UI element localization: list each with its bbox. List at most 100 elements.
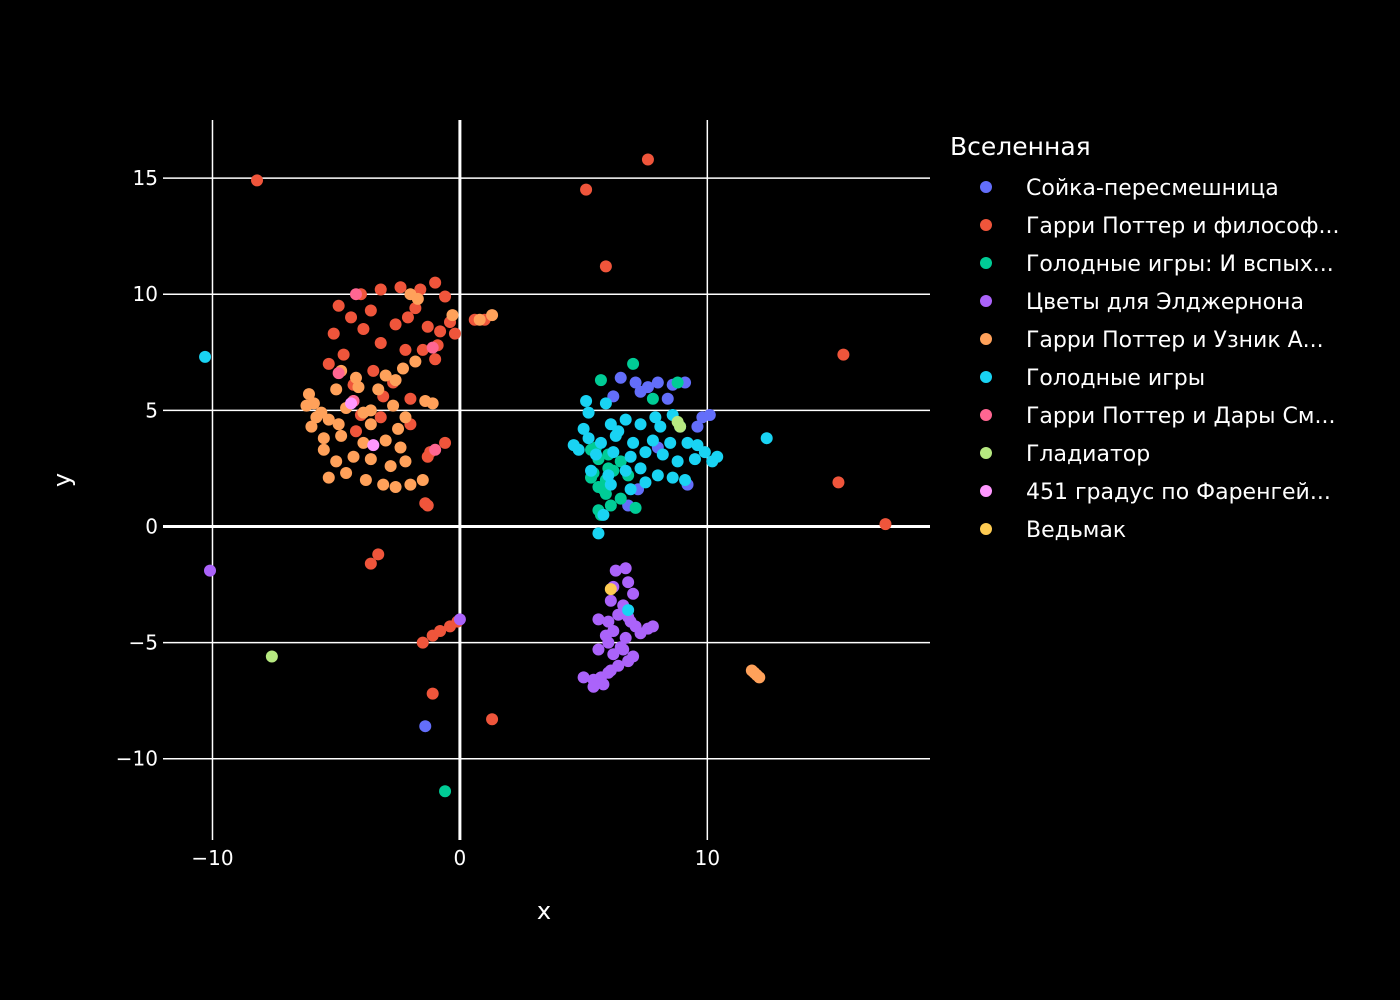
data-point (624, 615, 637, 628)
data-point (634, 385, 647, 398)
data-point (384, 460, 397, 473)
data-point (305, 420, 318, 433)
data-point (389, 318, 402, 331)
data-point (340, 467, 353, 480)
data-point (414, 283, 427, 296)
data-point (387, 399, 400, 412)
data-point (372, 383, 385, 396)
data-point (396, 362, 409, 375)
data-point (622, 576, 635, 589)
data-point (421, 320, 434, 333)
legend-label: Гарри Поттер и Узник А... (1026, 328, 1324, 353)
data-point (330, 455, 343, 468)
data-point (389, 480, 402, 493)
data-point (357, 406, 370, 419)
x-axis-ticks: −10 0 10 (191, 846, 720, 870)
data-point (619, 562, 632, 575)
data-point (399, 455, 412, 468)
data-point (664, 436, 677, 449)
legend-marker (980, 257, 992, 269)
data-point (411, 292, 424, 305)
data-point (641, 153, 654, 166)
data-point (429, 353, 442, 366)
legend-marker (980, 447, 992, 459)
legend-label: Сойка-пересмешница (1026, 176, 1279, 201)
data-point (666, 471, 679, 484)
data-point (399, 411, 412, 424)
data-point (604, 664, 617, 677)
data-point (654, 420, 667, 433)
data-point (627, 357, 640, 370)
data-point (349, 371, 362, 384)
data-point (448, 327, 461, 340)
data-point (627, 650, 640, 663)
data-point (345, 311, 358, 324)
data-point (374, 336, 387, 349)
data-point (753, 671, 766, 684)
data-point (404, 392, 417, 405)
data-point (315, 406, 328, 419)
data-point (832, 476, 845, 489)
y-tick-label: −10 (116, 747, 158, 771)
data-point (646, 434, 659, 447)
data-point (357, 323, 370, 336)
data-point (612, 425, 625, 438)
x-tick-label: 10 (695, 846, 720, 870)
data-point (327, 327, 340, 340)
x-axis-title: x (537, 897, 551, 925)
data-point (656, 448, 669, 461)
data-point (646, 392, 659, 405)
data-point (347, 450, 360, 463)
data-point (585, 464, 598, 477)
data-point (426, 687, 439, 700)
data-point (332, 418, 345, 431)
data-point (439, 436, 452, 449)
data-point (374, 283, 387, 296)
data-point (706, 455, 719, 468)
y-axis-ticks: −10 −5 0 5 10 15 (116, 166, 158, 771)
data-point (265, 650, 278, 663)
data-point (349, 288, 362, 301)
data-point (317, 432, 330, 445)
data-point (614, 641, 627, 654)
data-point (639, 446, 652, 459)
legend-label: 451 градус по Фаренгей... (1026, 480, 1331, 505)
y-tick-label: 5 (145, 398, 158, 422)
data-point (330, 383, 343, 396)
data-point (589, 448, 602, 461)
data-point (651, 376, 664, 389)
data-point (429, 443, 442, 456)
data-point (401, 311, 414, 324)
legend-label: Голодные игры (1026, 366, 1205, 391)
legend-marker (980, 485, 992, 497)
data-point (434, 325, 447, 338)
data-point (594, 436, 607, 449)
data-point (604, 583, 617, 596)
data-point (703, 408, 716, 421)
data-point (453, 613, 466, 626)
data-point (364, 557, 377, 570)
legend-marker (980, 409, 992, 421)
data-point (577, 671, 590, 684)
legend-title: Вселенная (950, 132, 1091, 161)
legend-label: Цветы для Элджернона (1026, 290, 1304, 315)
data-point (597, 508, 610, 521)
data-point (582, 432, 595, 445)
data-point (364, 304, 377, 317)
data-point (619, 413, 632, 426)
data-point (607, 446, 620, 459)
y-tick-label: −5 (129, 631, 158, 655)
data-point (322, 357, 335, 370)
data-point (639, 476, 652, 489)
data-point (609, 564, 622, 577)
data-point (439, 785, 452, 798)
data-point (619, 464, 632, 477)
data-point (599, 629, 612, 642)
data-point (619, 631, 632, 644)
data-point (837, 348, 850, 361)
data-point (409, 355, 422, 368)
data-point (634, 462, 647, 475)
data-point (349, 425, 362, 438)
data-point (335, 429, 348, 442)
